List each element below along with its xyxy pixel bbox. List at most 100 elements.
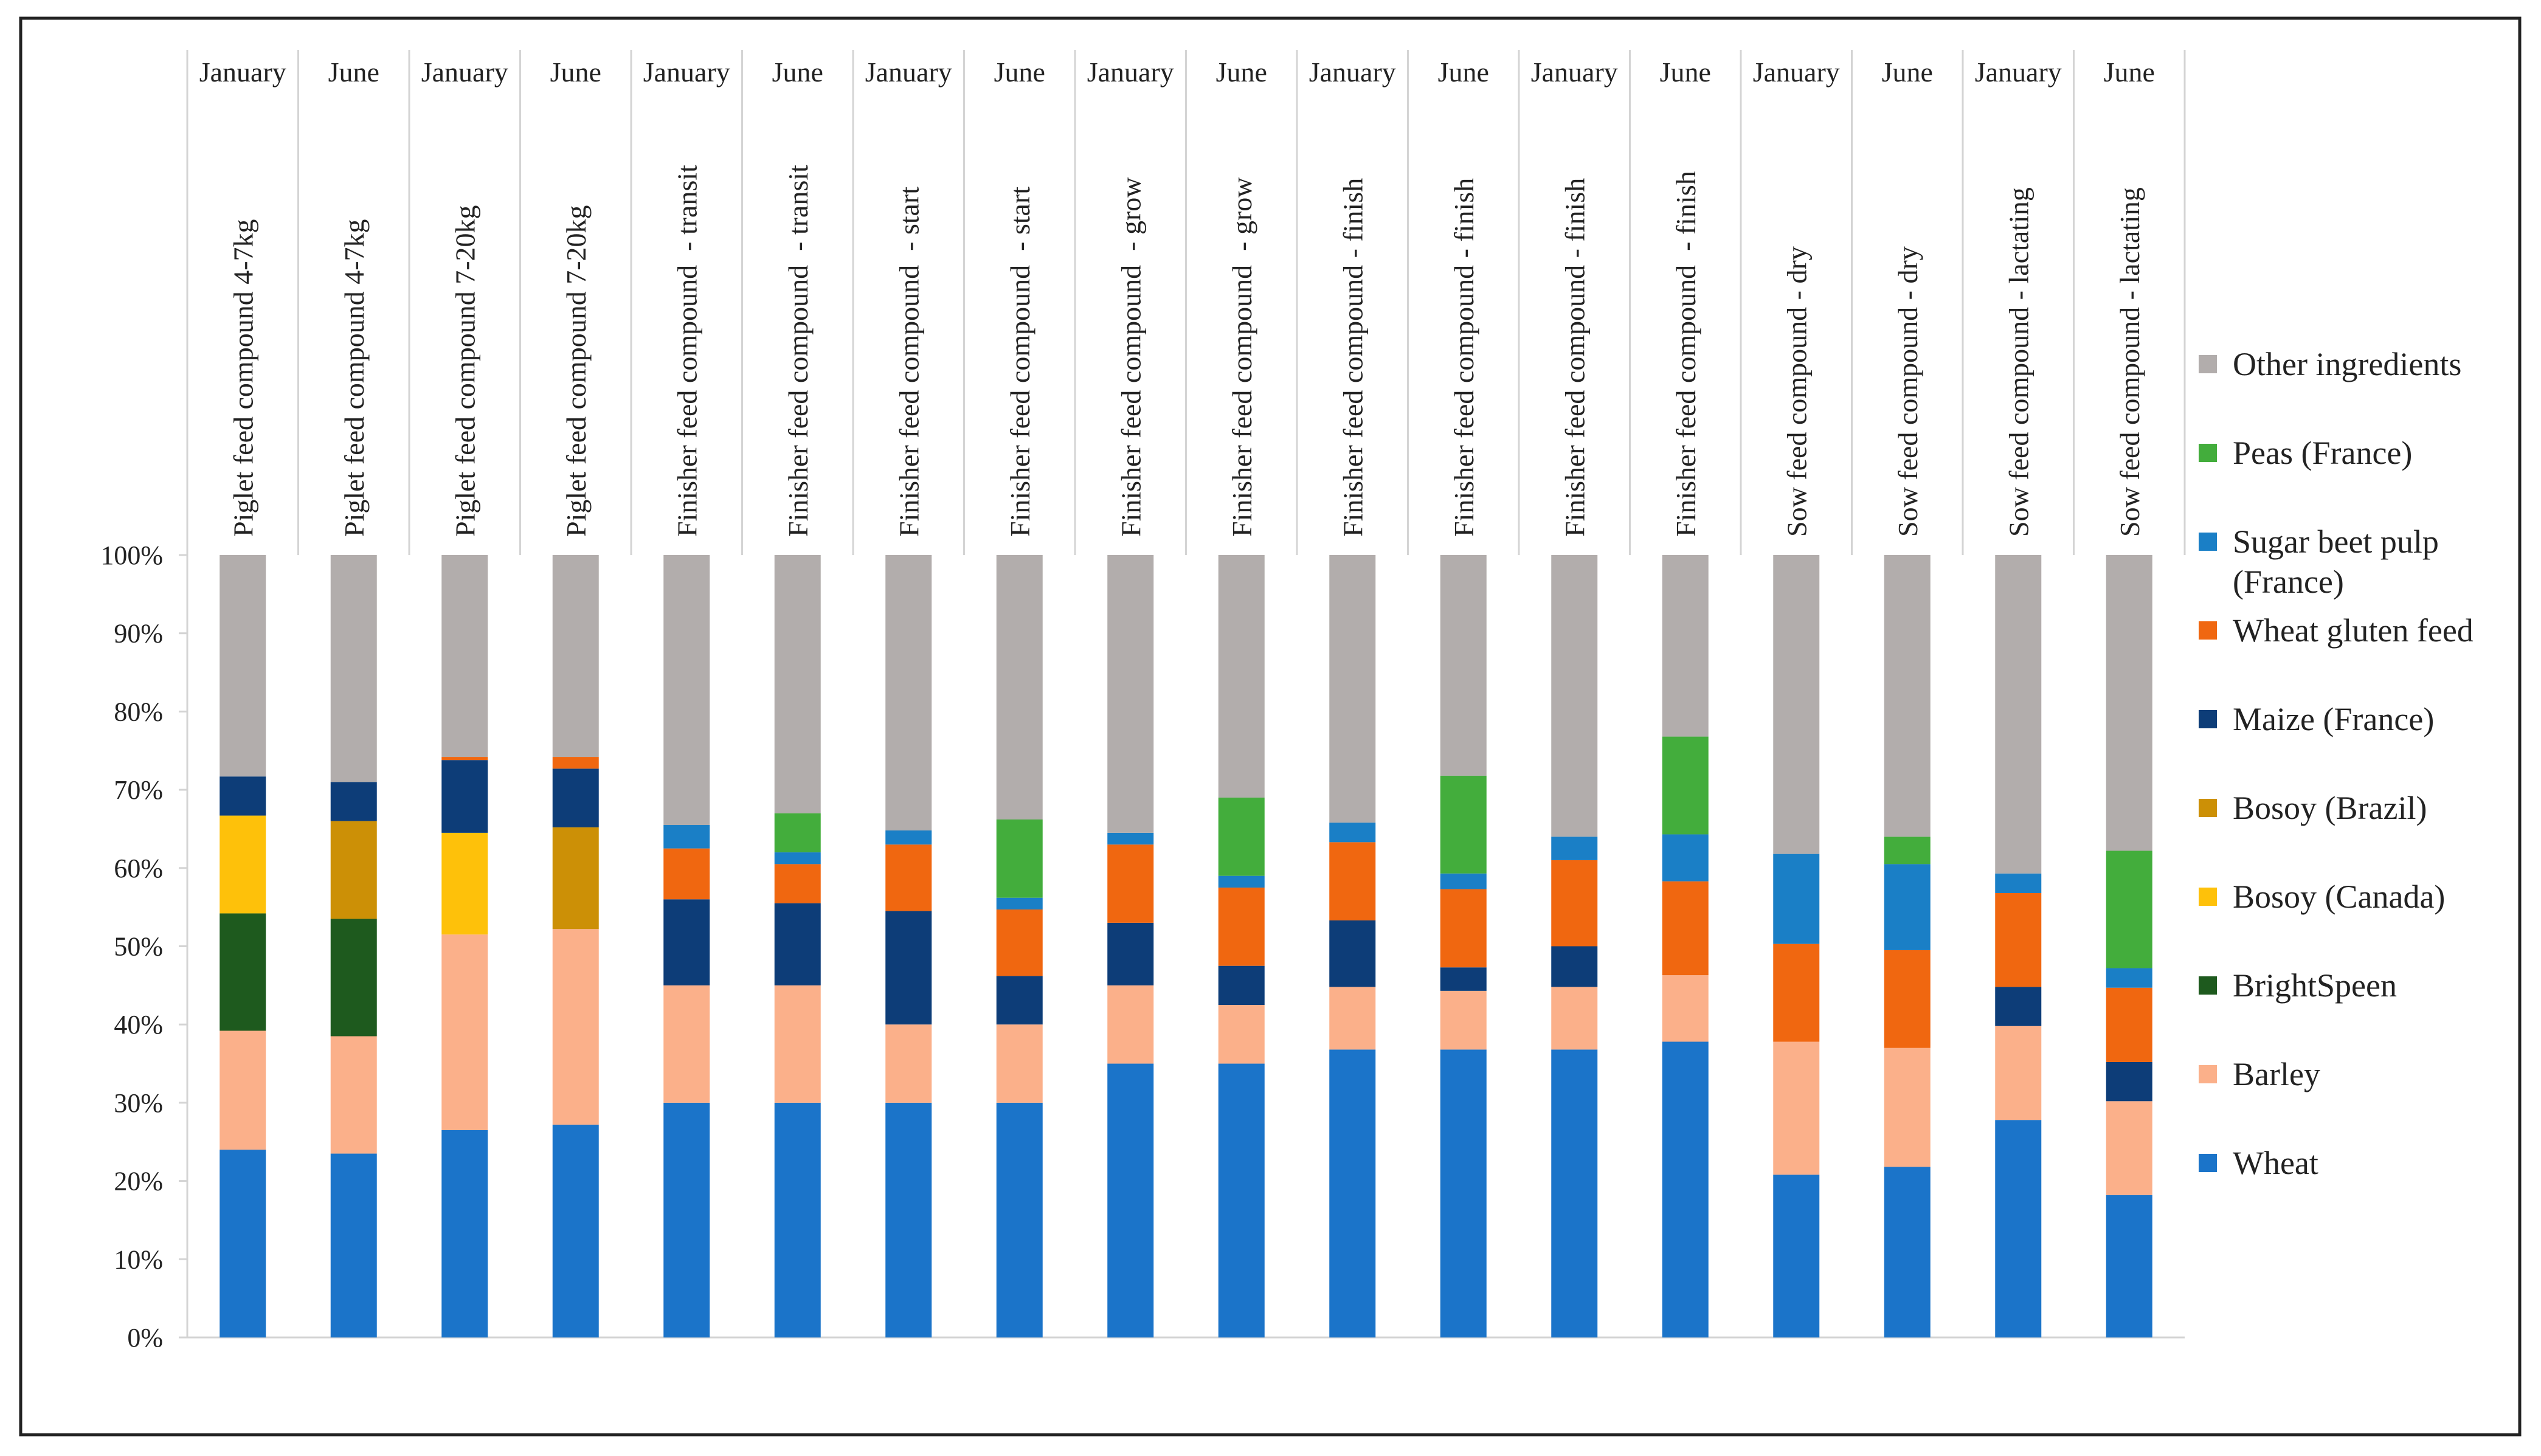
bar-segment-barley xyxy=(885,1024,932,1103)
bar-segment-other-ingredients xyxy=(1884,555,1931,837)
bar-segment-other-ingredients xyxy=(774,555,821,813)
y-tick-label: 80% xyxy=(114,697,163,726)
bar-segment-wheat-gluten-feed xyxy=(1440,889,1487,968)
bar-segment-wheat xyxy=(1773,1175,1820,1337)
legend-label: Wheat xyxy=(2233,1145,2318,1181)
legend-swatch xyxy=(2199,444,2217,462)
bar-segment-other-ingredients xyxy=(1773,555,1820,854)
bar-segment-sugar-beet-pulp-france xyxy=(1551,837,1598,860)
legend-swatch xyxy=(2199,533,2217,551)
bar-segment-other-ingredients xyxy=(552,555,599,757)
bar-segment-wheat-gluten-feed xyxy=(1773,944,1820,1042)
y-tick-label: 60% xyxy=(114,854,163,883)
y-tick-label: 50% xyxy=(114,932,163,962)
bar-segment-other-ingredients xyxy=(1440,555,1487,776)
bar-segment-barley xyxy=(330,1036,377,1154)
category-label: Piglet feed compound 4-7kg xyxy=(227,219,258,537)
bar-segment-wheat xyxy=(552,1124,599,1337)
bar-segment-barley xyxy=(1218,1005,1265,1064)
legend-swatch xyxy=(2199,799,2217,817)
bar-segment-peas-france xyxy=(774,813,821,853)
bar-segment-barley xyxy=(996,1024,1043,1103)
bar-segment-bosoy-canada xyxy=(220,815,266,914)
bar-segment-wheat xyxy=(220,1150,266,1337)
bar-segment-wheat-gluten-feed xyxy=(1995,892,2042,987)
bar-segment-other-ingredients xyxy=(1662,555,1709,737)
legend-swatch xyxy=(2199,1065,2217,1083)
bar-segment-maize-france xyxy=(774,903,821,985)
bar-segment-wheat-gluten-feed xyxy=(1218,887,1265,966)
legend-label: Bosoy (Canada) xyxy=(2233,878,2445,915)
month-label: January xyxy=(1753,57,1840,88)
bar-segment-barley xyxy=(1662,975,1709,1042)
category-label: Finisher feed compound - finish xyxy=(1559,178,1590,537)
month-label: June xyxy=(328,57,379,88)
bar-segment-wheat-gluten-feed xyxy=(885,844,932,911)
bar-segment-brightspeen xyxy=(330,919,377,1037)
bar-segment-barley xyxy=(1773,1041,1820,1175)
bar-segment-peas-france xyxy=(2106,850,2152,968)
bar-segment-barley xyxy=(1551,987,1598,1050)
legend-item: BrightSpeen xyxy=(2199,967,2397,1004)
legend-swatch xyxy=(2199,621,2217,640)
category-label: Finisher feed compound - grow xyxy=(1115,177,1146,537)
bar-segment-sugar-beet-pulp-france xyxy=(1218,875,1265,888)
bar-segment-wheat-gluten-feed xyxy=(1662,881,1709,976)
bar-segment-maize-france xyxy=(885,911,932,1025)
legend-swatch xyxy=(2199,888,2217,906)
category-label: Finisher feed compound - transit xyxy=(783,165,814,537)
month-label: June xyxy=(2104,57,2155,88)
month-label: January xyxy=(1975,57,2062,88)
bar-segment-other-ingredients xyxy=(885,555,932,831)
category-label: Finisher feed compound - transit xyxy=(671,165,702,537)
bar-segment-barley xyxy=(1440,990,1487,1050)
bar-segment-wheat-gluten-feed xyxy=(441,757,488,761)
legend-item: Wheat xyxy=(2199,1145,2318,1181)
category-label: Piglet feed compound 4-7kg xyxy=(339,219,370,537)
bar-segment-other-ingredients xyxy=(220,555,266,777)
bar-segment-brightspeen xyxy=(220,913,266,1031)
bar-segment-sugar-beet-pulp-france xyxy=(1662,834,1709,882)
bars xyxy=(220,555,2152,1337)
legend-label: Wheat gluten feed xyxy=(2233,612,2474,649)
legend: Other ingredients Peas (France) Sugar beet… xyxy=(2199,346,2474,1181)
month-label: June xyxy=(1882,57,1933,88)
legend-item: Bosoy (Brazil) xyxy=(2199,790,2427,826)
legend-item: Peas (France) xyxy=(2199,435,2412,471)
category-label: Sow feed compound - lactating xyxy=(2003,187,2034,537)
bar-segment-bosoy-brazil xyxy=(552,827,599,930)
bar-segment-barley xyxy=(1995,1026,2042,1120)
bar-segment-sugar-beet-pulp-france xyxy=(1773,854,1820,944)
bar-segment-wheat xyxy=(330,1153,377,1337)
bar-segment-maize-france xyxy=(330,782,377,821)
bar-segment-barley xyxy=(2106,1101,2152,1195)
bar-segment-wheat xyxy=(1329,1049,1376,1337)
legend-label: Maize (France) xyxy=(2233,701,2434,737)
month-label: January xyxy=(1309,57,1396,88)
legend-label: BrightSpeen xyxy=(2233,967,2397,1004)
bar-segment-wheat xyxy=(996,1102,1043,1337)
bar-segment-wheat-gluten-feed xyxy=(552,757,599,769)
category-label: Sow feed compound - dry xyxy=(1892,246,1923,537)
bar-segment-wheat xyxy=(2106,1195,2152,1337)
bar-segment-sugar-beet-pulp-france xyxy=(1440,873,1487,889)
category-label: Piglet feed compound 7-20kg xyxy=(449,205,480,537)
bar-segment-peas-france xyxy=(996,819,1043,898)
bar-segment-wheat-gluten-feed xyxy=(1329,842,1376,921)
bar-segment-maize-france xyxy=(552,768,599,827)
month-label: January xyxy=(1531,57,1618,88)
bar-segment-other-ingredients xyxy=(1995,555,2042,874)
bar-segment-wheat-gluten-feed xyxy=(663,848,710,900)
outer-frame xyxy=(19,16,2522,1437)
legend-item: Barley xyxy=(2199,1056,2320,1092)
bar-segment-wheat xyxy=(1440,1049,1487,1337)
bar-segment-maize-france xyxy=(1440,967,1487,991)
legend-label: Bosoy (Brazil) xyxy=(2233,790,2427,826)
month-label: June xyxy=(994,57,1045,88)
bar-segment-other-ingredients xyxy=(1329,555,1376,823)
bar-segment-other-ingredients xyxy=(1218,555,1265,798)
y-tick-label: 30% xyxy=(114,1088,163,1118)
bar-segment-barley xyxy=(1107,985,1154,1064)
bar-segment-sugar-beet-pulp-france xyxy=(885,830,932,845)
